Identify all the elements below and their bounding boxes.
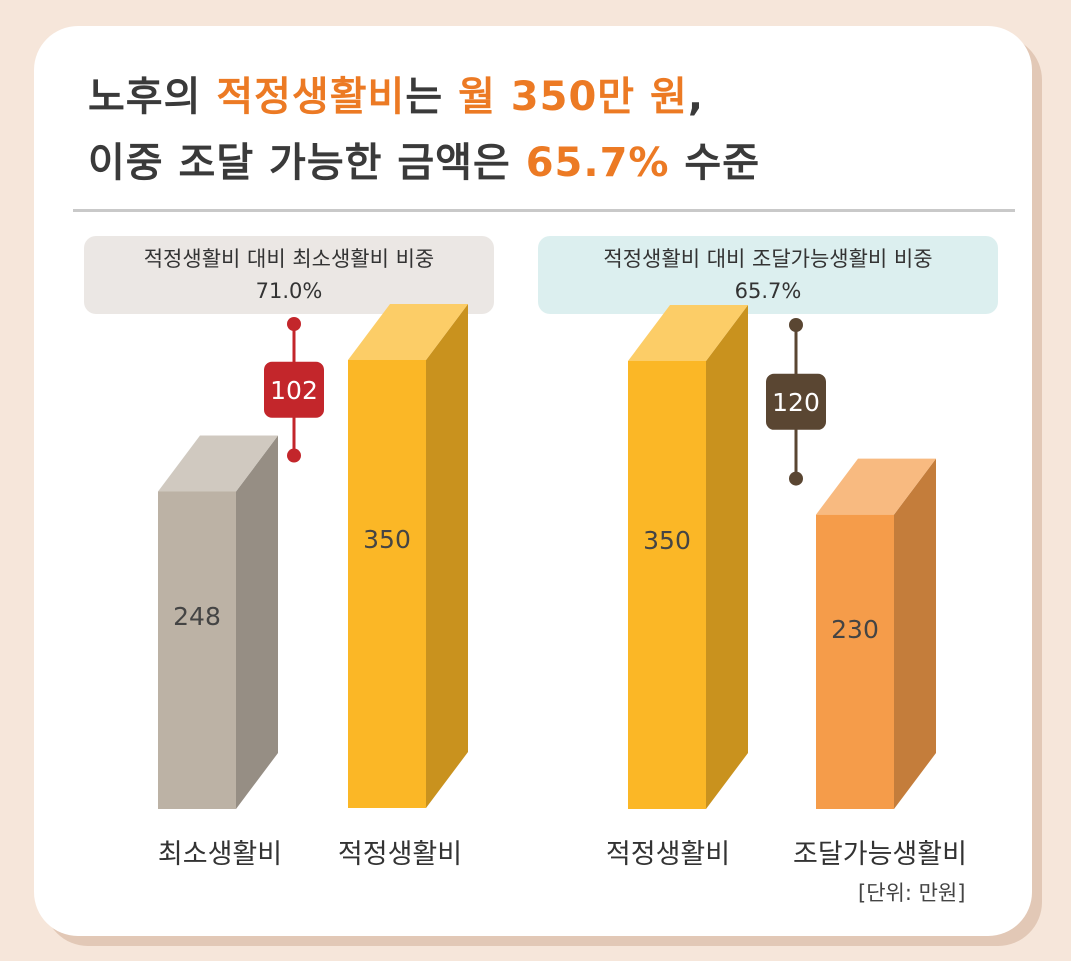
bar-0-0-front: [158, 491, 236, 809]
headline-text: 노후의: [88, 74, 217, 120]
headline-text: 수준: [669, 140, 761, 186]
bar-1-0-side: [706, 305, 748, 809]
bar-1-1-side: [894, 458, 936, 809]
bar-1-1-value-label: 230: [831, 615, 879, 644]
diff-dot-bottom-1: [789, 471, 803, 486]
diff-dot-top-1: [789, 318, 803, 332]
bar-1-0-front: [628, 361, 706, 809]
headline-text: 이중 조달 가능한 금액은: [88, 140, 526, 186]
diff-badge-label-1: 120: [772, 388, 820, 417]
diff-dot-top-0: [287, 317, 301, 331]
caption-right: 적정생활비 대비 조달가능생활비 비중 65.7%: [538, 236, 998, 314]
headline-text: 는: [405, 74, 459, 120]
bar-1-1-top: [816, 458, 936, 515]
caption-left-value: 71.0%: [255, 279, 323, 303]
bar-0-1-front: [348, 360, 426, 808]
headline-highlight: 65.7%: [525, 140, 670, 186]
bar-1-0-value-label: 350: [643, 526, 691, 555]
x-label-left-1: 최소생활비: [157, 839, 283, 870]
bar-1-1-front: [816, 514, 894, 809]
headline-highlight: 월 350만 원: [458, 74, 688, 120]
unit-label: [단위: 만원]: [858, 881, 966, 905]
bar-0-0-side: [236, 435, 278, 809]
headline-highlight: 적정생활비: [216, 74, 406, 120]
bar-0-1-top: [348, 304, 468, 360]
diff-badge-0: [264, 361, 324, 418]
bar-0-0-value-label: 248: [173, 602, 221, 631]
x-label-right-2: 조달가능생활비: [793, 839, 967, 870]
bar-0-0-top: [158, 435, 278, 492]
diff-dot-bottom-0: [287, 448, 301, 463]
caption-left: 적정생활비 대비 최소생활비 비중 71.0%: [84, 236, 494, 314]
headline-line-1: 노후의 적정생활비는 월 350만 원,: [88, 64, 1028, 122]
headline-line-2: 이중 조달 가능한 금액은 65.7% 수준: [88, 130, 1028, 188]
diff-badge-label-0: 102: [270, 376, 318, 405]
x-label-left-2: 적정생활비: [337, 839, 463, 870]
x-label-right-1: 적정생활비: [605, 839, 731, 870]
divider: [73, 209, 1015, 212]
caption-right-title: 적정생활비 대비 조달가능생활비 비중: [603, 247, 933, 271]
bar-0-1-value-label: 350: [363, 525, 411, 554]
caption-right-value: 65.7%: [734, 279, 802, 303]
bar-0-1-side: [426, 304, 468, 808]
bar-1-0-top: [628, 305, 748, 361]
headline-text: ,: [687, 74, 705, 120]
caption-left-title: 적정생활비 대비 최소생활비 비중: [143, 247, 435, 271]
diff-badge-1: [766, 373, 826, 430]
